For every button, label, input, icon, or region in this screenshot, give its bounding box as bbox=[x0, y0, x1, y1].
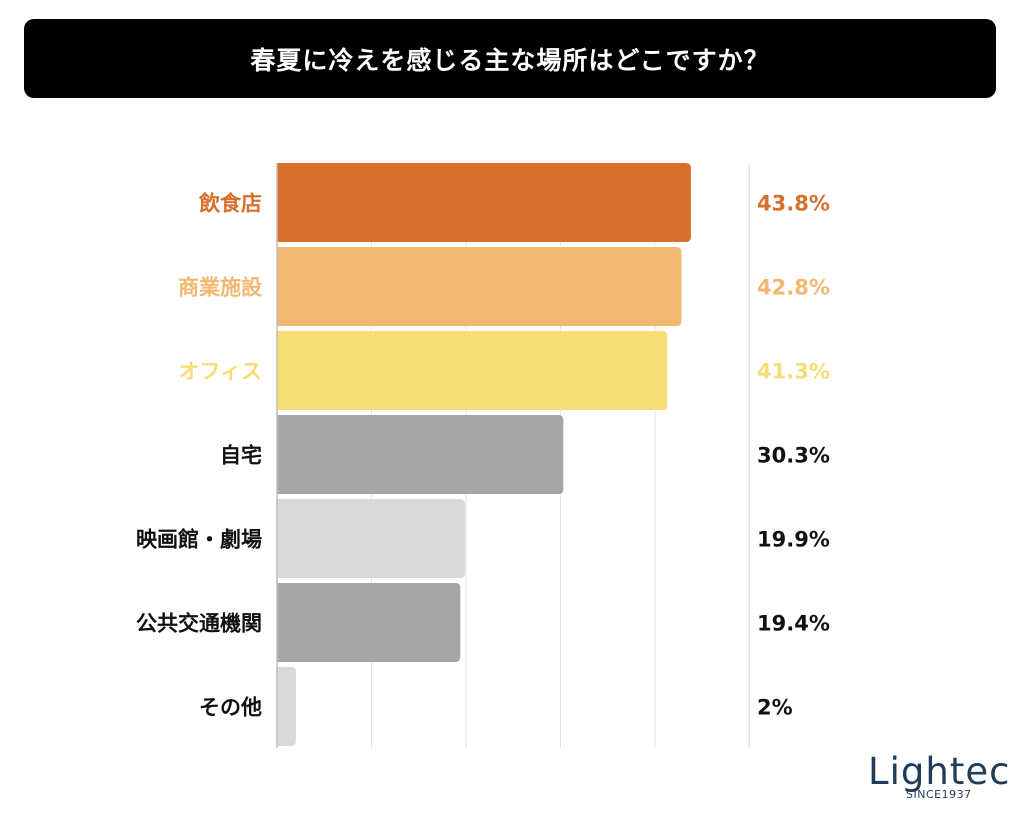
bar bbox=[277, 163, 691, 242]
bar bbox=[277, 583, 461, 662]
bar bbox=[277, 667, 296, 746]
value-label: 41.3% bbox=[757, 360, 830, 384]
bar bbox=[277, 415, 564, 494]
logo-wordmark: Lightec bbox=[868, 750, 1011, 793]
value-label: 30.3% bbox=[757, 444, 830, 468]
category-label: 自宅 bbox=[220, 444, 262, 468]
category-label: その他 bbox=[199, 696, 262, 720]
category-label: 公共交通機関 bbox=[136, 612, 262, 636]
value-label: 19.9% bbox=[757, 528, 830, 552]
bar bbox=[277, 331, 668, 410]
chart-title: 春夏に冷えを感じる主な場所はどこですか？ bbox=[250, 45, 770, 75]
category-label: オフィス bbox=[178, 360, 262, 384]
bar bbox=[277, 247, 682, 326]
category-label: 映画館・劇場 bbox=[136, 528, 262, 552]
value-label: 43.8% bbox=[757, 192, 830, 216]
title-bar: 春夏に冷えを感じる主な場所はどこですか？ bbox=[24, 19, 996, 98]
logo-tagline: SINCE1937 bbox=[906, 788, 972, 801]
value-label: 42.8% bbox=[757, 276, 830, 300]
bar bbox=[277, 499, 466, 578]
category-label: 商業施設 bbox=[178, 276, 263, 300]
value-label: 2% bbox=[757, 696, 793, 720]
lightec-logo: Lightec SINCE1937 bbox=[868, 752, 1009, 802]
category-label: 飲食店 bbox=[198, 192, 262, 216]
value-label: 19.4% bbox=[757, 612, 830, 636]
